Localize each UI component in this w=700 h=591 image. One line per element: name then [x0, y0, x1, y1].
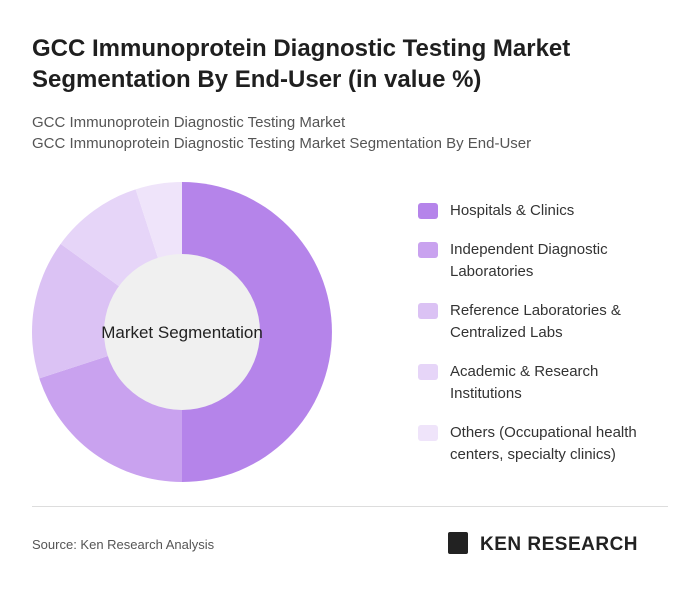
- donut-hole: [104, 254, 260, 410]
- legend: Hospitals & Clinics Independent Diagnosti…: [418, 200, 668, 483]
- legend-item: Academic & Research Institutions: [418, 361, 668, 405]
- logo-mark: [448, 532, 468, 554]
- legend-label: Hospitals & Clinics: [450, 202, 575, 219]
- legend-swatch: [418, 203, 438, 219]
- legend-label: Independent Diagnostic Laboratories: [450, 241, 608, 280]
- legend-item: Independent Diagnostic Laboratories: [418, 239, 668, 283]
- legend-swatch: [418, 425, 438, 441]
- source: Source: Ken Research Analysis: [32, 537, 215, 552]
- legend-swatch: [418, 364, 438, 380]
- legend-swatch: [418, 303, 438, 319]
- donut-chart: Market Segmentation: [32, 182, 332, 482]
- divider: [32, 506, 668, 507]
- subtitle: GCC Immunoprotein Diagnostic Testing Mar…: [32, 135, 532, 152]
- legend-label: Others (Occupational health centers, spe…: [450, 424, 637, 463]
- chart-title: GCC Immunoprotein Diagnostic Testing Mar…: [32, 35, 571, 93]
- legend-label: Academic & Research Institutions: [450, 363, 599, 402]
- logo: KEN RESEARCH: [480, 534, 639, 555]
- legend-item: Reference Laboratories & Centralized Lab…: [418, 300, 668, 344]
- legend-item: Others (Occupational health centers, spe…: [418, 422, 668, 466]
- legend-label: Reference Laboratories & Centralized Lab…: [450, 302, 621, 341]
- center-label: Market Segmentation: [101, 323, 263, 342]
- legend-item: Hospitals & Clinics: [418, 200, 668, 222]
- subtitle: GCC Immunoprotein Diagnostic Testing Mar…: [32, 114, 346, 131]
- legend-swatch: [418, 242, 438, 258]
